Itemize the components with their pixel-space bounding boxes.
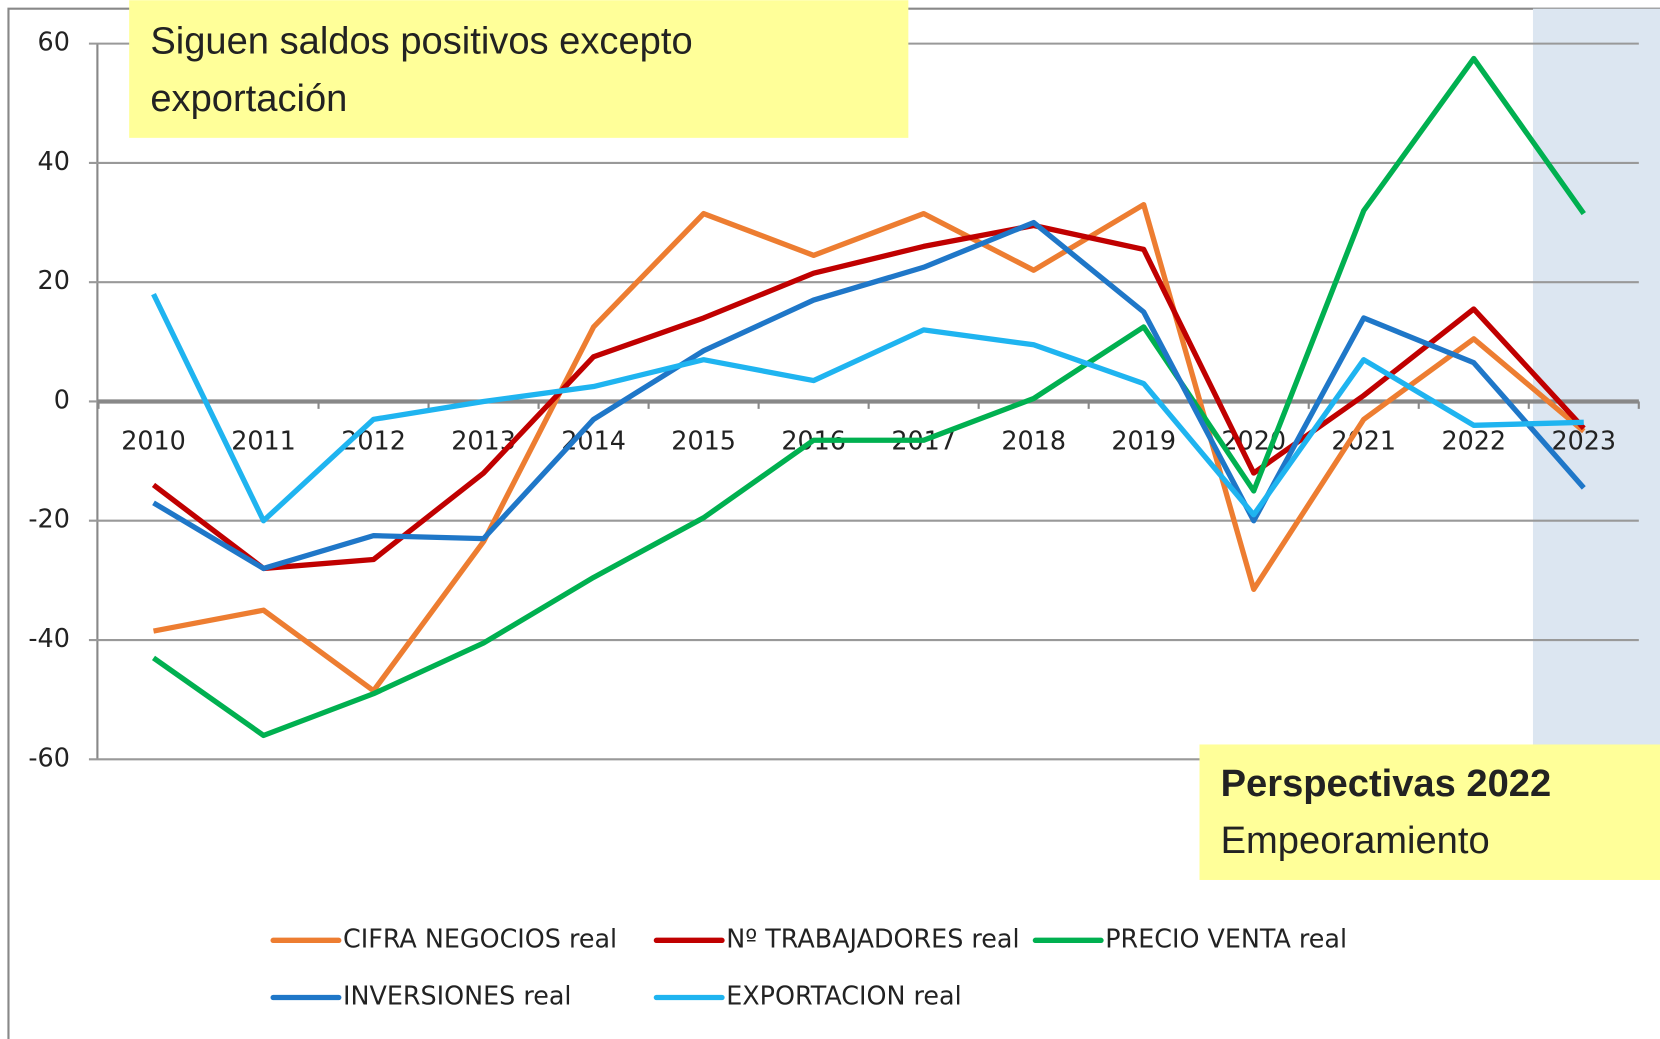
x-tick-label: 2022 <box>1441 426 1506 456</box>
legend-label: CIFRA NEGOCIOS real <box>343 923 617 953</box>
series-line <box>152 219 1586 572</box>
legend-label: Nº TRABAJADORES real <box>726 923 1019 953</box>
legend-label: EXPORTACION real <box>726 980 961 1010</box>
y-tick-label: -20 <box>28 504 69 534</box>
x-tick-label: 2019 <box>1111 426 1176 456</box>
annotation-title: Perspectivas 2022 <box>1221 763 1552 805</box>
series-line <box>153 202 1586 694</box>
x-tick-label: 2011 <box>231 426 296 456</box>
annotation-box <box>1199 744 1660 880</box>
y-tick-label: 0 <box>54 384 70 414</box>
forecast-shade <box>1532 8 1660 750</box>
annotation: Empeoramiento <box>1221 820 1490 862</box>
series-line <box>151 55 1586 739</box>
y-tick-label: 60 <box>38 27 70 57</box>
y-tick-label: 20 <box>38 265 70 295</box>
annotation-box <box>129 0 909 138</box>
legend-label: INVERSIONES real <box>343 980 571 1010</box>
x-tick-label: 2015 <box>671 426 736 456</box>
x-tick-label: 2010 <box>121 426 186 456</box>
series-line <box>151 222 1586 572</box>
series-line <box>151 292 1584 524</box>
annotation: Siguen saldos positivos excepto exportaci… <box>150 21 692 120</box>
y-tick-label: -40 <box>28 623 69 653</box>
x-tick-label: 2018 <box>1001 426 1066 456</box>
y-tick-label: -60 <box>28 742 69 772</box>
legend-label: PRECIO VENTA real <box>1105 923 1347 953</box>
y-tick-label: 40 <box>38 146 70 176</box>
